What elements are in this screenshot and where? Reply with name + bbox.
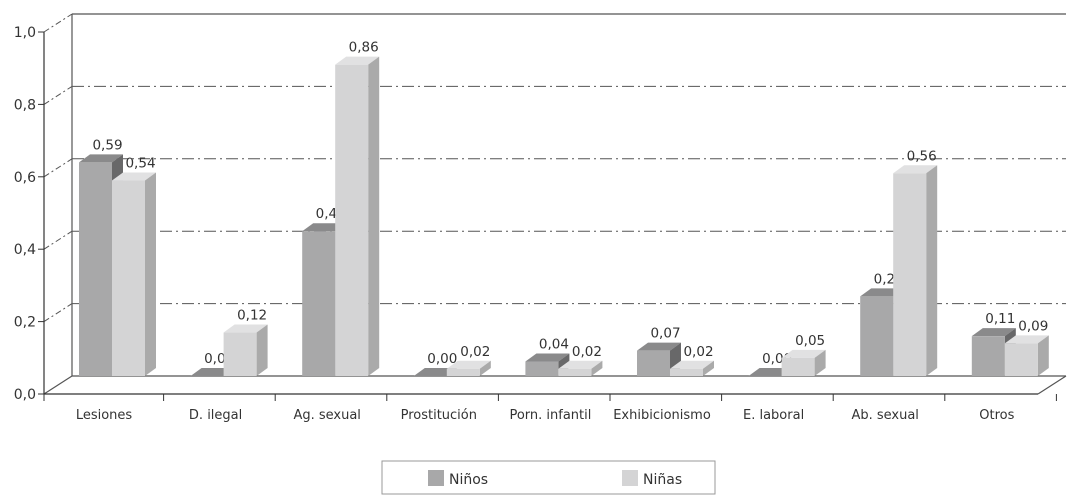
bar xyxy=(893,173,927,376)
bar-top xyxy=(112,172,156,181)
bar-side xyxy=(703,360,714,376)
bar-top xyxy=(335,56,380,65)
bar-top xyxy=(893,165,938,174)
x-tick-label: Ab. sexual xyxy=(851,408,918,423)
bar xyxy=(670,368,703,376)
bar-side xyxy=(814,349,826,376)
bar xyxy=(302,231,336,376)
x-tick-label: Lesiones xyxy=(76,408,133,423)
bar xyxy=(112,180,145,376)
data-label: 0,07 xyxy=(650,326,680,342)
x-tick-label: Ag. sexual xyxy=(293,408,360,423)
legend-swatch xyxy=(622,470,638,486)
floor-right-edge xyxy=(1037,375,1067,395)
bar-side xyxy=(926,165,938,376)
data-label: 0,56 xyxy=(907,148,937,164)
floor-left-edge xyxy=(43,375,73,395)
bar-top xyxy=(525,353,570,362)
data-label: 0,02 xyxy=(572,344,602,360)
y-tick-label: 1,0 xyxy=(14,25,36,41)
bar-side xyxy=(256,324,268,376)
bar xyxy=(525,361,559,376)
data-label: 0,11 xyxy=(985,311,1015,327)
legend-swatch xyxy=(428,470,444,486)
bar-side xyxy=(479,360,491,376)
bar xyxy=(223,332,257,376)
y-tick-label: 0,8 xyxy=(14,97,36,113)
x-tick-label: Exhibicionismo xyxy=(613,408,711,423)
legend-label: Niños xyxy=(449,472,488,488)
bar xyxy=(1004,343,1038,376)
x-tick-label: Otros xyxy=(979,408,1014,423)
x-tick-label: Porn. infantil xyxy=(509,408,591,423)
side-wall-gridline xyxy=(43,230,73,250)
y-tick-label: 0,4 xyxy=(14,242,36,258)
bar-top xyxy=(223,324,268,333)
data-label: 0,02 xyxy=(460,344,490,360)
y-tick-label: 0,0 xyxy=(14,387,36,403)
bar xyxy=(446,368,480,376)
x-tick-label: D. ilegal xyxy=(189,408,242,423)
data-label: 0,00 xyxy=(427,351,457,367)
bar-side xyxy=(368,56,380,377)
bar xyxy=(79,162,112,376)
bar-top xyxy=(637,342,681,351)
bar xyxy=(781,357,815,376)
data-label: 0,09 xyxy=(1018,318,1048,334)
y-tick-label: 0,2 xyxy=(14,315,36,331)
bar-side xyxy=(591,360,603,376)
bar-side xyxy=(145,172,156,376)
side-wall-gridline xyxy=(43,303,73,323)
bar-top xyxy=(971,328,1016,337)
x-tick-label: Prostitución xyxy=(401,408,477,423)
x-tick-label: E. laboral xyxy=(743,408,804,423)
bar-top xyxy=(1004,335,1049,344)
bar xyxy=(558,368,592,376)
side-wall-gridline xyxy=(43,13,73,33)
data-label: 0,05 xyxy=(795,333,825,349)
bar xyxy=(860,296,894,376)
y-tick-label: 0,6 xyxy=(14,170,36,186)
data-label: 0,59 xyxy=(92,137,122,153)
bar xyxy=(971,336,1005,376)
legend-label: Niñas xyxy=(643,472,682,488)
data-label: 0,54 xyxy=(125,156,155,172)
bar-top xyxy=(670,360,714,369)
data-label: 0,02 xyxy=(683,344,713,360)
data-label: 0,04 xyxy=(539,337,569,353)
side-wall-gridline xyxy=(43,85,73,105)
bar-top xyxy=(79,154,123,163)
bar-side xyxy=(1037,335,1049,376)
bar-top xyxy=(781,349,826,358)
bar xyxy=(335,64,369,377)
bar-top xyxy=(558,360,603,369)
side-wall-gridline xyxy=(43,158,73,178)
bar xyxy=(637,350,670,376)
bar-top xyxy=(446,360,491,369)
data-label: 0,86 xyxy=(349,40,379,56)
data-label: 0,12 xyxy=(237,308,267,324)
